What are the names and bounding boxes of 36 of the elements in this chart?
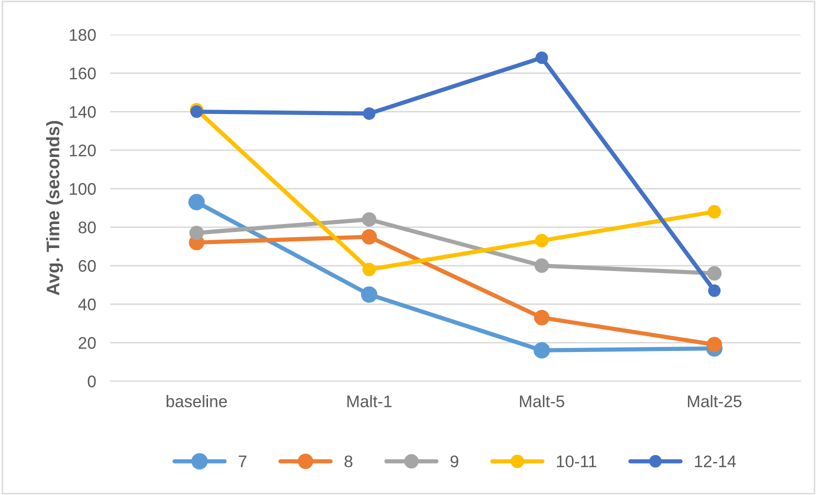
- point: [188, 194, 205, 210]
- point: [362, 107, 376, 120]
- x-tick-label: Malt-25: [688, 395, 742, 408]
- point: [708, 205, 722, 218]
- y-tick-label: 20: [78, 337, 96, 349]
- point: [534, 342, 550, 359]
- point: [362, 262, 376, 276]
- point: [534, 258, 549, 273]
- legend-label: 8: [344, 455, 352, 468]
- point: [362, 212, 376, 227]
- point: [361, 229, 377, 244]
- legend-label: 7: [238, 456, 246, 468]
- y-tick-label: 60: [78, 260, 96, 272]
- legend-label: 12-14: [695, 455, 736, 468]
- x-tick-label: Malt-5: [520, 395, 564, 408]
- legend-label: 10-11: [556, 455, 596, 468]
- point: [360, 286, 378, 303]
- point: [535, 234, 549, 248]
- y-tick-label: 0: [88, 376, 96, 388]
- point: [189, 226, 204, 240]
- y-axis-title: Avg. Time (seconds): [46, 121, 64, 296]
- point: [707, 266, 722, 281]
- y-tick-label: 80: [78, 222, 96, 234]
- point: [534, 310, 550, 326]
- y-tick-label: 40: [78, 298, 96, 310]
- y-tick-label: 140: [70, 106, 96, 118]
- y-tick-label: 120: [70, 144, 96, 156]
- point: [708, 284, 721, 297]
- y-tick-label: 180: [70, 29, 96, 41]
- x-tick-label: baseline: [166, 395, 227, 408]
- point: [706, 336, 722, 352]
- y-tick-label: 100: [70, 183, 96, 195]
- x-tick-label: Malt-1: [347, 395, 392, 408]
- point: [536, 52, 548, 64]
- legend-label: 9: [450, 455, 458, 468]
- y-tick-label: 160: [70, 68, 96, 80]
